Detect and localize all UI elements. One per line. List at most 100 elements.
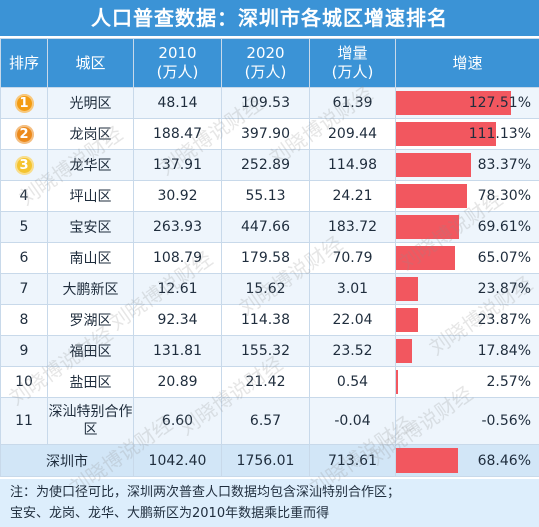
increase-cell: 3.01 — [309, 273, 396, 305]
rate-label: 2.57% — [486, 374, 531, 390]
rate-cell: 111.13% — [395, 118, 539, 150]
district-cell: 南山区 — [47, 242, 134, 274]
chart-title: 人口普查数据：深圳市各城区增速排名 — [0, 0, 539, 36]
table-row: 1 光明区 48.14 109.53 61.39 127.51% — [0, 87, 539, 119]
table-row: 8 罗湖区 92.34 114.38 22.04 23.87% — [0, 304, 539, 336]
pop-2020-cell: 155.32 — [221, 335, 310, 367]
total-row: 深圳市 1042.40 1756.01 713.61 68.46% — [0, 444, 539, 477]
pop-2010-cell: 188.47 — [133, 118, 222, 150]
table-row: 3 龙华区 137.91 252.89 114.98 83.37% — [0, 149, 539, 181]
pop-2010-cell: 263.93 — [133, 211, 222, 243]
table-row: 11 深汕特别合作区 6.60 6.57 -0.04 -0.56% — [0, 397, 539, 445]
rate-bar — [396, 91, 512, 115]
rate-bar — [396, 184, 467, 208]
rank-cell: 6 — [0, 242, 48, 274]
pop-2010-cell: 108.79 — [133, 242, 222, 274]
table-row: 2 龙岗区 188.47 397.90 209.44 111.13% — [0, 118, 539, 150]
pop-2010-cell: 20.89 — [133, 366, 222, 398]
total-district-cell: 深圳市 — [0, 444, 134, 477]
pop-2010-cell: 48.14 — [133, 87, 222, 119]
growth-table: 排序 城区 2010 (万人) 2020 (万人) 增量 (万人) 增速 1 光明… — [0, 38, 539, 477]
increase-cell: 209.44 — [309, 118, 396, 150]
pop-2020-cell: 114.38 — [221, 304, 310, 336]
pop-2020-cell: 179.58 — [221, 242, 310, 274]
header-2010-year: 2010 — [158, 44, 197, 62]
header-rank: 排序 — [0, 38, 48, 88]
rate-label: 68.46% — [477, 452, 531, 469]
increase-cell: -0.04 — [309, 397, 396, 445]
district-cell: 龙岗区 — [47, 118, 134, 150]
table-row: 10 盐田区 20.89 21.42 0.54 2.57% — [0, 366, 539, 398]
rate-cell: 69.61% — [395, 211, 539, 243]
rate-bar — [396, 370, 399, 394]
rate-bar — [396, 153, 472, 177]
pop-2020-cell: 55.13 — [221, 180, 310, 212]
pop-2020-cell: 397.90 — [221, 118, 310, 150]
rank-medal-icon: 3 — [14, 155, 34, 175]
rate-label: 127.51% — [468, 95, 531, 111]
header-2020: 2020 (万人) — [221, 38, 310, 88]
rate-bar — [396, 246, 455, 270]
rate-cell: 127.51% — [395, 87, 539, 119]
header-increase: 增量 (万人) — [309, 38, 396, 88]
header-2010: 2010 (万人) — [133, 38, 222, 88]
rate-cell: 68.46% — [395, 444, 539, 477]
rank-cell: 3 — [0, 149, 48, 181]
header-2020-year: 2020 — [246, 44, 285, 62]
rate-cell: -0.56% — [395, 397, 539, 445]
rank-medal-icon: 1 — [14, 93, 34, 113]
district-cell: 坪山区 — [47, 180, 134, 212]
rate-label: 69.61% — [477, 219, 531, 235]
rate-label: -0.56% — [481, 413, 531, 429]
district-cell: 龙华区 — [47, 149, 134, 181]
table-row: 4 坪山区 30.92 55.13 24.21 78.30% — [0, 180, 539, 212]
pop-2020-cell: 447.66 — [221, 211, 310, 243]
district-cell: 大鹏新区 — [47, 273, 134, 305]
district-cell: 光明区 — [47, 87, 134, 119]
table-row: 9 福田区 131.81 155.32 23.52 17.84% — [0, 335, 539, 367]
rate-cell: 78.30% — [395, 180, 539, 212]
footnote-line-2: 宝安、龙岗、龙华、大鹏新区为2010年数据乘比重而得 — [10, 506, 330, 521]
increase-cell: 114.98 — [309, 149, 396, 181]
increase-cell: 23.52 — [309, 335, 396, 367]
increase-cell: 70.79 — [309, 242, 396, 274]
rate-label: 17.84% — [477, 343, 531, 359]
rank-cell: 10 — [0, 366, 48, 398]
rate-cell: 17.84% — [395, 335, 539, 367]
district-cell: 深汕特别合作区 — [47, 397, 134, 445]
rate-cell: 23.87% — [395, 273, 539, 305]
header-increase-unit: (万人) — [331, 63, 374, 81]
pop-2010-cell: 137.91 — [133, 149, 222, 181]
rate-cell: 83.37% — [395, 149, 539, 181]
rank-medal-icon: 2 — [14, 124, 34, 144]
rank-cell: 4 — [0, 180, 48, 212]
increase-cell: 22.04 — [309, 304, 396, 336]
rank-cell: 9 — [0, 335, 48, 367]
header-district: 城区 — [47, 38, 134, 88]
rate-bar — [396, 277, 418, 301]
table-row: 5 宝安区 263.93 447.66 183.72 69.61% — [0, 211, 539, 243]
rate-cell: 2.57% — [395, 366, 539, 398]
rate-cell: 65.07% — [395, 242, 539, 274]
table-row: 6 南山区 108.79 179.58 70.79 65.07% — [0, 242, 539, 274]
pop-2020-cell: 252.89 — [221, 149, 310, 181]
total-2010-cell: 1042.40 — [133, 444, 222, 477]
footnote-line-1: 注：为使口径可比，深圳两次普查人口数据均包含深汕特别合作区； — [10, 485, 401, 500]
rate-bar — [396, 448, 458, 473]
table-body: 1 光明区 48.14 109.53 61.39 127.51% 2 龙岗区 188.47 397… — [0, 87, 539, 477]
rate-bar — [396, 215, 459, 239]
rate-label: 65.07% — [477, 250, 531, 266]
rank-cell: 1 — [0, 87, 48, 119]
rank-cell: 7 — [0, 273, 48, 305]
header-increase-label: 增量 — [337, 44, 368, 62]
header-row: 排序 城区 2010 (万人) 2020 (万人) 增量 (万人) 增速 — [0, 38, 539, 88]
pop-2020-cell: 6.57 — [221, 397, 310, 445]
rate-label: 111.13% — [468, 126, 531, 142]
district-cell: 福田区 — [47, 335, 134, 367]
pop-2010-cell: 30.92 — [133, 180, 222, 212]
increase-cell: 0.54 — [309, 366, 396, 398]
header-rate: 增速 — [395, 38, 539, 88]
district-cell: 宝安区 — [47, 211, 134, 243]
district-cell: 罗湖区 — [47, 304, 134, 336]
district-cell: 盐田区 — [47, 366, 134, 398]
